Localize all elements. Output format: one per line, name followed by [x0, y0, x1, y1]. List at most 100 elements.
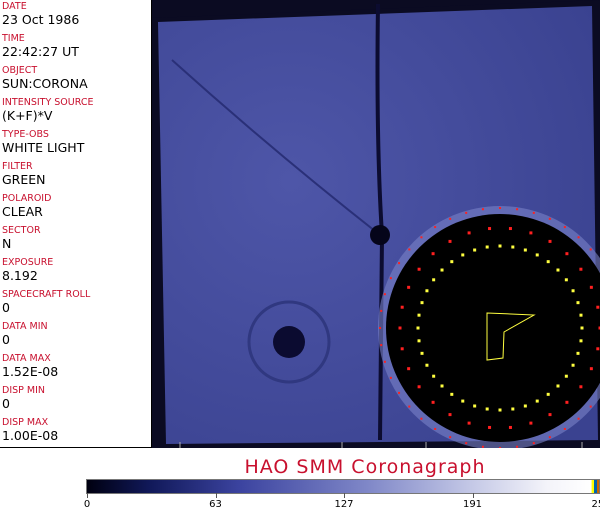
marker-dot — [499, 447, 501, 448]
marker-dot — [565, 252, 569, 256]
marker-dot — [417, 313, 421, 317]
marker-dot — [398, 326, 402, 330]
marker-dot — [432, 278, 436, 282]
marker-dot — [449, 217, 452, 220]
field-time: TIME 22:42:27 UT — [0, 32, 151, 64]
field-label: DISP MAX — [2, 417, 49, 428]
color-bar — [86, 479, 600, 494]
marker-dot — [565, 400, 569, 404]
marker-dot — [450, 392, 454, 396]
marker-dot — [448, 239, 452, 243]
field-type-obs: TYPE-OBS WHITE LIGHT — [0, 128, 151, 160]
marker-dot — [579, 339, 583, 343]
pylon — [375, 3, 385, 441]
field-value: 0 — [2, 396, 10, 411]
marker-dot — [379, 327, 381, 329]
marker-dot — [596, 347, 600, 351]
marker-dot — [420, 417, 423, 420]
marker-dot — [432, 374, 436, 378]
marker-dot — [508, 425, 512, 429]
occulter-disk — [386, 214, 600, 442]
marker-dot — [546, 392, 550, 396]
field-label: OBJECT — [2, 65, 38, 76]
marker-dot — [400, 305, 404, 309]
marker-dot — [383, 360, 386, 363]
field-value: 8.192 — [2, 268, 38, 283]
marker-dot — [571, 363, 575, 367]
marker-dot — [420, 351, 424, 355]
marker-dot — [417, 267, 421, 271]
colorbar-tick — [87, 493, 88, 498]
marker-dot — [598, 326, 600, 330]
field-date: DATE 23 Oct 1986 — [0, 0, 151, 32]
field-label: DATA MAX — [2, 353, 51, 364]
marker-dot — [563, 427, 566, 430]
field-disp-max: DISP MAX 1.00E-08 — [0, 416, 151, 448]
coronagraph-image — [152, 0, 600, 448]
marker-dot — [548, 239, 552, 243]
marker-dot — [408, 405, 411, 408]
marker-dot — [577, 236, 580, 239]
field-polaroid: POLAROID CLEAR — [0, 192, 151, 224]
marker-dot — [398, 391, 401, 394]
colorbar-tick — [472, 493, 474, 498]
region-outline — [486, 312, 536, 361]
marker-dot — [499, 207, 501, 209]
pylon-hub — [370, 225, 390, 245]
marker-dot — [579, 267, 583, 271]
marker-dot — [417, 339, 421, 343]
marker-dot — [529, 421, 533, 425]
marker-dot — [431, 400, 435, 404]
field-disp-min: DISP MIN 0 — [0, 384, 151, 416]
colorbar-tick-label: 191 — [462, 499, 483, 510]
field-value: (K+F)*V — [2, 108, 53, 123]
marker-dot — [467, 421, 471, 425]
marker-dot — [576, 301, 580, 305]
marker-dot — [380, 344, 383, 347]
marker-dot — [516, 208, 519, 211]
marker-dot — [383, 293, 386, 296]
field-label: EXPOSURE — [2, 257, 54, 268]
instrument-title: HAO SMM Coronagraph — [244, 456, 486, 478]
marker-dot — [563, 226, 566, 229]
marker-dot — [485, 245, 489, 249]
field-label: FILTER — [2, 161, 33, 172]
marker-dot — [467, 231, 471, 235]
marker-dot — [548, 436, 551, 439]
field-label: SPACECRAFT ROLL — [2, 289, 91, 300]
field-value: 22:42:27 UT — [2, 44, 79, 59]
marker-dot — [407, 285, 411, 289]
marker-dot — [420, 301, 424, 305]
field-data-max: DATA MAX 1.52E-08 — [0, 352, 151, 384]
marker-dot — [434, 226, 437, 229]
field-value: 1.00E-08 — [2, 428, 59, 443]
field-label: INTENSITY SOURCE — [2, 97, 94, 108]
colorbar-tick — [215, 493, 217, 498]
marker-dot — [485, 407, 489, 411]
field-intensity-source: INTENSITY SOURCE (K+F)*V — [0, 96, 151, 128]
marker-dot — [431, 252, 435, 256]
field-value: SUN:CORONA — [2, 76, 88, 91]
field-value: N — [2, 236, 12, 251]
marker-dot — [473, 248, 477, 252]
marker-dot — [448, 413, 452, 417]
marker-dot — [461, 253, 465, 257]
colorbar-tick-label: 63 — [209, 499, 222, 510]
marker-dot — [548, 217, 551, 220]
field-object: OBJECT SUN:CORONA — [0, 64, 151, 96]
field-value: 0 — [2, 332, 10, 347]
field-label: TIME — [2, 33, 25, 44]
colorbar-tick-label: 127 — [334, 499, 354, 510]
field-value: CLEAR — [2, 204, 43, 219]
field-data-min: DATA MIN 0 — [0, 320, 151, 352]
marker-dot — [481, 208, 484, 211]
marker-dot — [523, 248, 527, 252]
marker-dot — [465, 211, 468, 214]
field-label: SECTOR — [2, 225, 41, 236]
field-label: DATE — [2, 1, 27, 12]
field-spacecraft-roll: SPACECRAFT ROLL 0 — [0, 288, 151, 320]
marker-dot — [532, 442, 535, 445]
field-value: GREEN — [2, 172, 46, 187]
field-filter: FILTER GREEN — [0, 160, 151, 192]
marker-dot — [389, 277, 392, 280]
